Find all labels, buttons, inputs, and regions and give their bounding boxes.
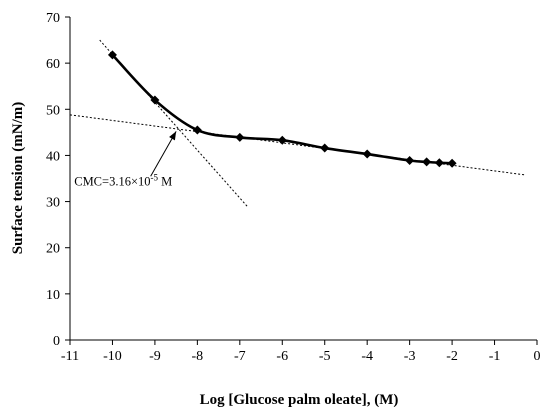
y-tick-label: 60 [46,57,60,72]
y-tick-label: 70 [46,11,60,26]
data-point-marker [405,156,415,166]
data-point-marker [434,158,444,168]
data-point-marker [235,132,245,142]
cmc-arrow-head [169,131,177,141]
data-point-marker [192,125,202,135]
cmc-annotation: CMC=3.16×10-5 M [74,131,177,188]
series-layer [107,50,457,168]
data-point-marker [422,157,432,167]
x-tick-label: -10 [103,349,122,364]
x-tick-label: -4 [361,349,373,364]
fit-line [69,114,525,176]
x-tick-label: -11 [61,349,79,364]
y-tick-label: 40 [46,149,60,164]
cmc-annotation-suffix: M [158,174,172,188]
data-point-marker [447,158,457,168]
x-tick-label: -5 [319,349,331,364]
y-tick-label: 0 [53,334,60,349]
cmc-arrow-line [150,131,177,177]
y-tick-label: 20 [46,242,60,257]
y-tick-label: 10 [46,288,60,303]
x-axis-title: Log [Glucose palm oleate], (M) [200,392,399,408]
cmc-annotation-exponent: -5 [151,172,159,182]
y-tick-label: 50 [46,103,60,118]
x-tick-label: 0 [534,349,541,364]
data-point-marker [150,95,160,105]
x-tick-label: -2 [446,349,458,364]
y-tick-label: 30 [46,196,60,211]
axis-layer [65,16,538,345]
data-point-marker [107,50,117,60]
cmc-annotation-prefix: CMC=3.16×10 [74,174,150,188]
cmc-annotation-text: CMC=3.16×10-5 M [74,172,172,188]
y-axis-title: Surface tension (mN/m) [10,102,26,254]
data-point-marker [362,149,372,159]
x-tick-label: -1 [489,349,501,364]
x-tick-label: -9 [149,349,161,364]
x-tick-label: -3 [404,349,416,364]
data-point-marker [320,143,330,153]
series-line [111,53,453,165]
x-tick-label: -8 [192,349,204,364]
x-tick-label: -6 [276,349,288,364]
x-tick-label: -7 [234,349,246,364]
data-point-marker [277,135,287,145]
